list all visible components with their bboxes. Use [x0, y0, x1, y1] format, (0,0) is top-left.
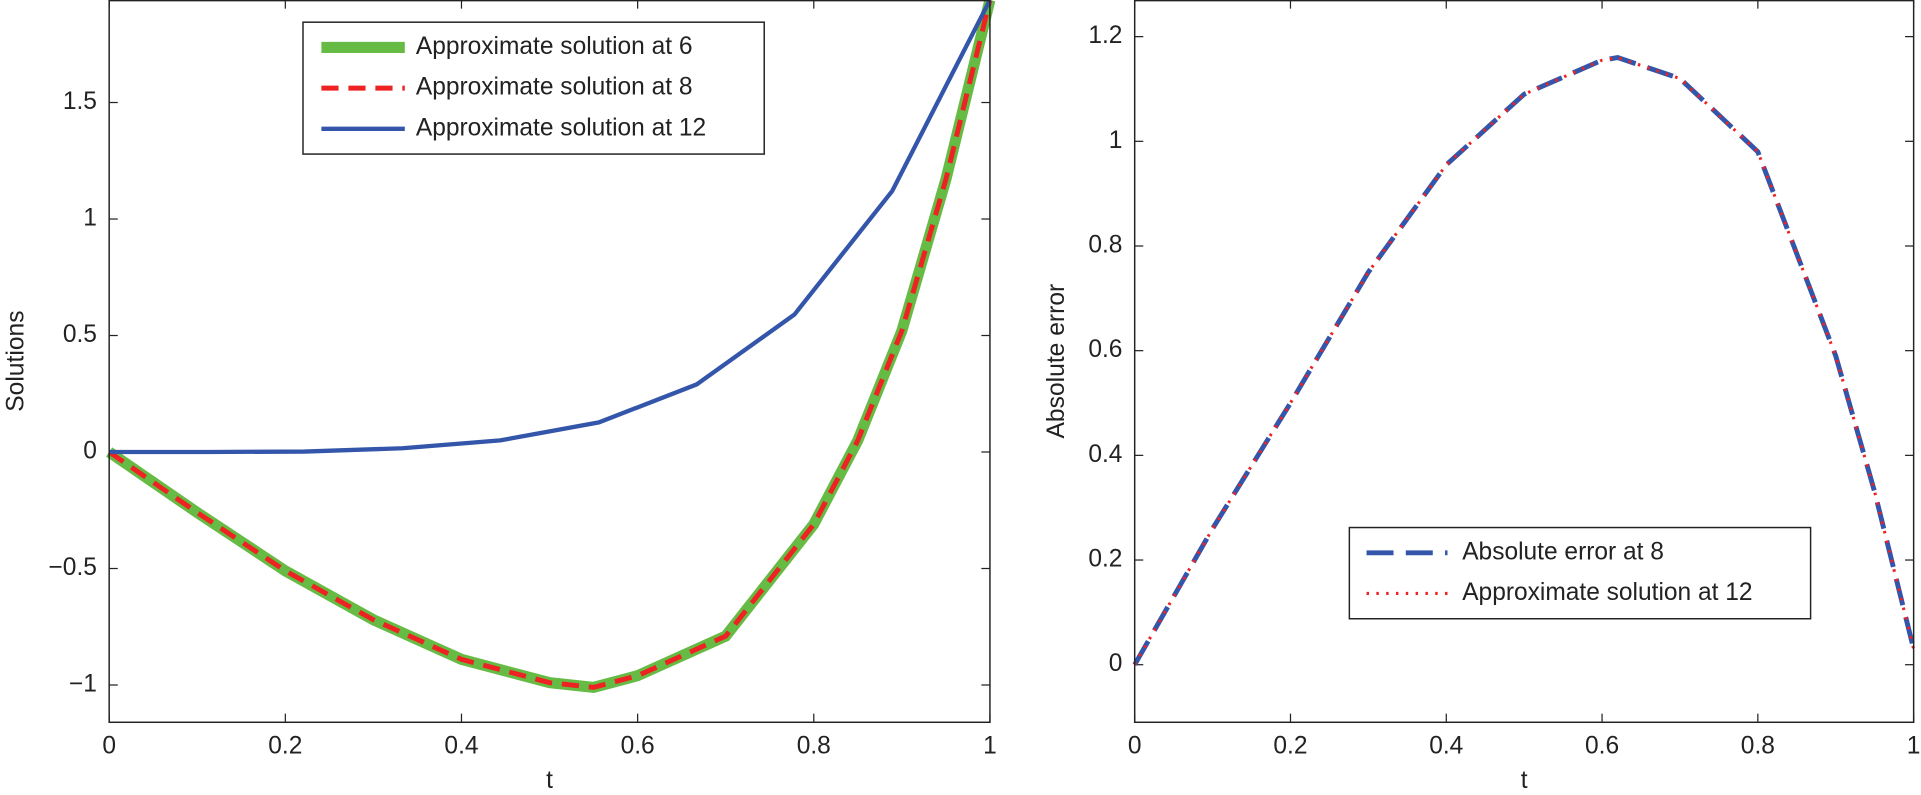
x-tick-label: 0 — [102, 732, 116, 759]
x-tick-label: 1 — [983, 732, 997, 759]
y-tick-label: 0 — [83, 437, 97, 464]
series-line — [109, 0, 992, 455]
x-tick-label: 0.8 — [797, 732, 831, 759]
y-axis-label: Absolute error — [1043, 284, 1070, 439]
y-tick-label: −0.5 — [48, 554, 96, 581]
x-tick-label: 0.2 — [268, 732, 302, 759]
x-tick-label: 0 — [1128, 732, 1142, 759]
x-tick-label: 0.4 — [444, 732, 478, 759]
y-tick-label: 0.4 — [1088, 441, 1122, 468]
plot-frame — [108, 0, 991, 724]
x-tick-label: 0.8 — [1741, 732, 1775, 759]
y-tick-label: 1.2 — [1088, 22, 1122, 49]
y-tick-label: 0.6 — [1088, 336, 1122, 363]
series-line — [1133, 55, 1916, 666]
y-tick-label: 0.8 — [1088, 231, 1122, 258]
x-tick-label: 1 — [1907, 732, 1921, 759]
y-tick-label: 0.2 — [1088, 545, 1122, 572]
x-axis-label: t — [1521, 767, 1528, 794]
x-tick-label: 0.4 — [1429, 732, 1463, 759]
y-tick-label: 1.5 — [63, 88, 97, 115]
legend-box — [1348, 526, 1812, 620]
series-line — [107, 0, 993, 690]
legend-label: Approximate solution at 8 — [416, 74, 693, 101]
plot-frame — [1133, 0, 1915, 724]
legend-label: Approximate solution at 12 — [1462, 579, 1752, 606]
y-axis-label: Solutions — [3, 310, 30, 411]
legend-label: Approximate solution at 12 — [416, 114, 706, 141]
x-tick-label: 0.2 — [1273, 732, 1307, 759]
y-tick-label: 0.5 — [63, 321, 97, 348]
y-tick-label: 1 — [1109, 127, 1123, 154]
x-tick-label: 0.6 — [1585, 732, 1619, 759]
y-tick-label: 1 — [83, 204, 97, 231]
y-tick-label: −1 — [69, 670, 97, 697]
y-tick-label: 0 — [1109, 650, 1123, 677]
legend-label: Approximate solution at 6 — [416, 33, 693, 60]
x-axis-label: t — [546, 767, 553, 794]
x-tick-label: 0.6 — [621, 732, 655, 759]
legend-label: Absolute error at 8 — [1462, 538, 1664, 565]
series-line — [1132, 55, 1917, 666]
